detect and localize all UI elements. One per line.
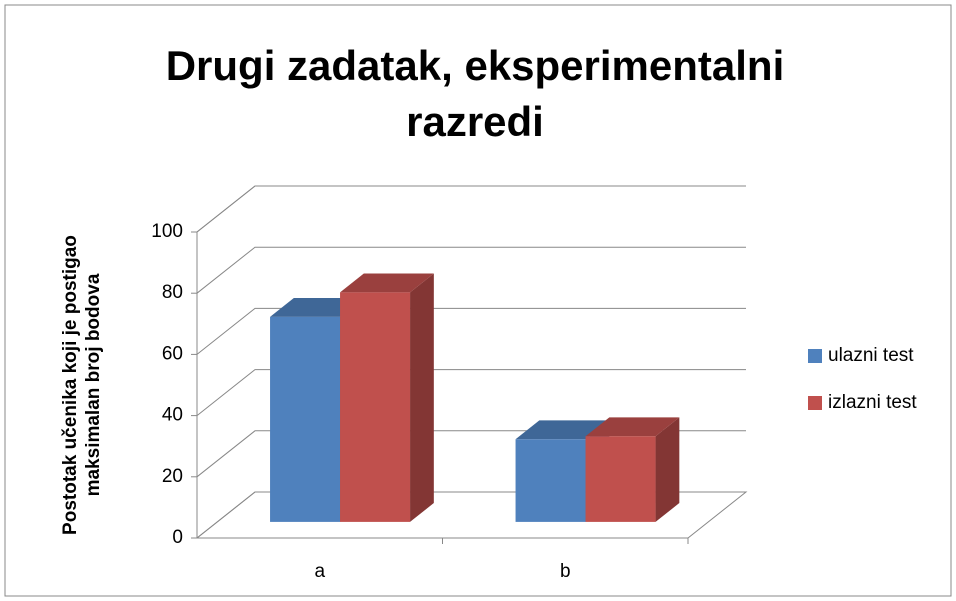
chart-title: Drugi zadatak, eksperimentalni razredi [165,42,785,145]
bar-side [655,417,680,522]
x-tick-label: b [560,561,571,582]
x-tick-label: a [314,561,325,582]
bar-top [585,417,680,437]
y-tick-label: 40 [162,405,183,426]
grid-line [196,369,746,416]
bar [340,292,411,522]
chart-border [4,4,952,597]
bar-top [515,420,610,440]
bar-top [340,273,434,293]
legend-label: izlazni test [828,392,917,413]
grid-line [196,185,746,233]
y-tick-label: 80 [162,282,183,303]
grid-line [196,246,746,294]
y-tick-label: 60 [162,343,183,364]
grid-line [196,307,746,355]
bar [515,439,586,522]
legend-swatch [808,396,822,410]
y-tick-label: 0 [172,527,183,548]
y-axis-label: Postotak učenika koji je postigao maksim… [60,235,104,535]
legend-swatch [808,349,822,363]
legend-label: ulazni test [828,345,914,366]
bar [585,436,656,522]
y-tick-label: 100 [151,221,183,242]
y-tick-label: 20 [162,466,183,487]
bar-side [410,273,434,522]
bar [270,316,341,522]
